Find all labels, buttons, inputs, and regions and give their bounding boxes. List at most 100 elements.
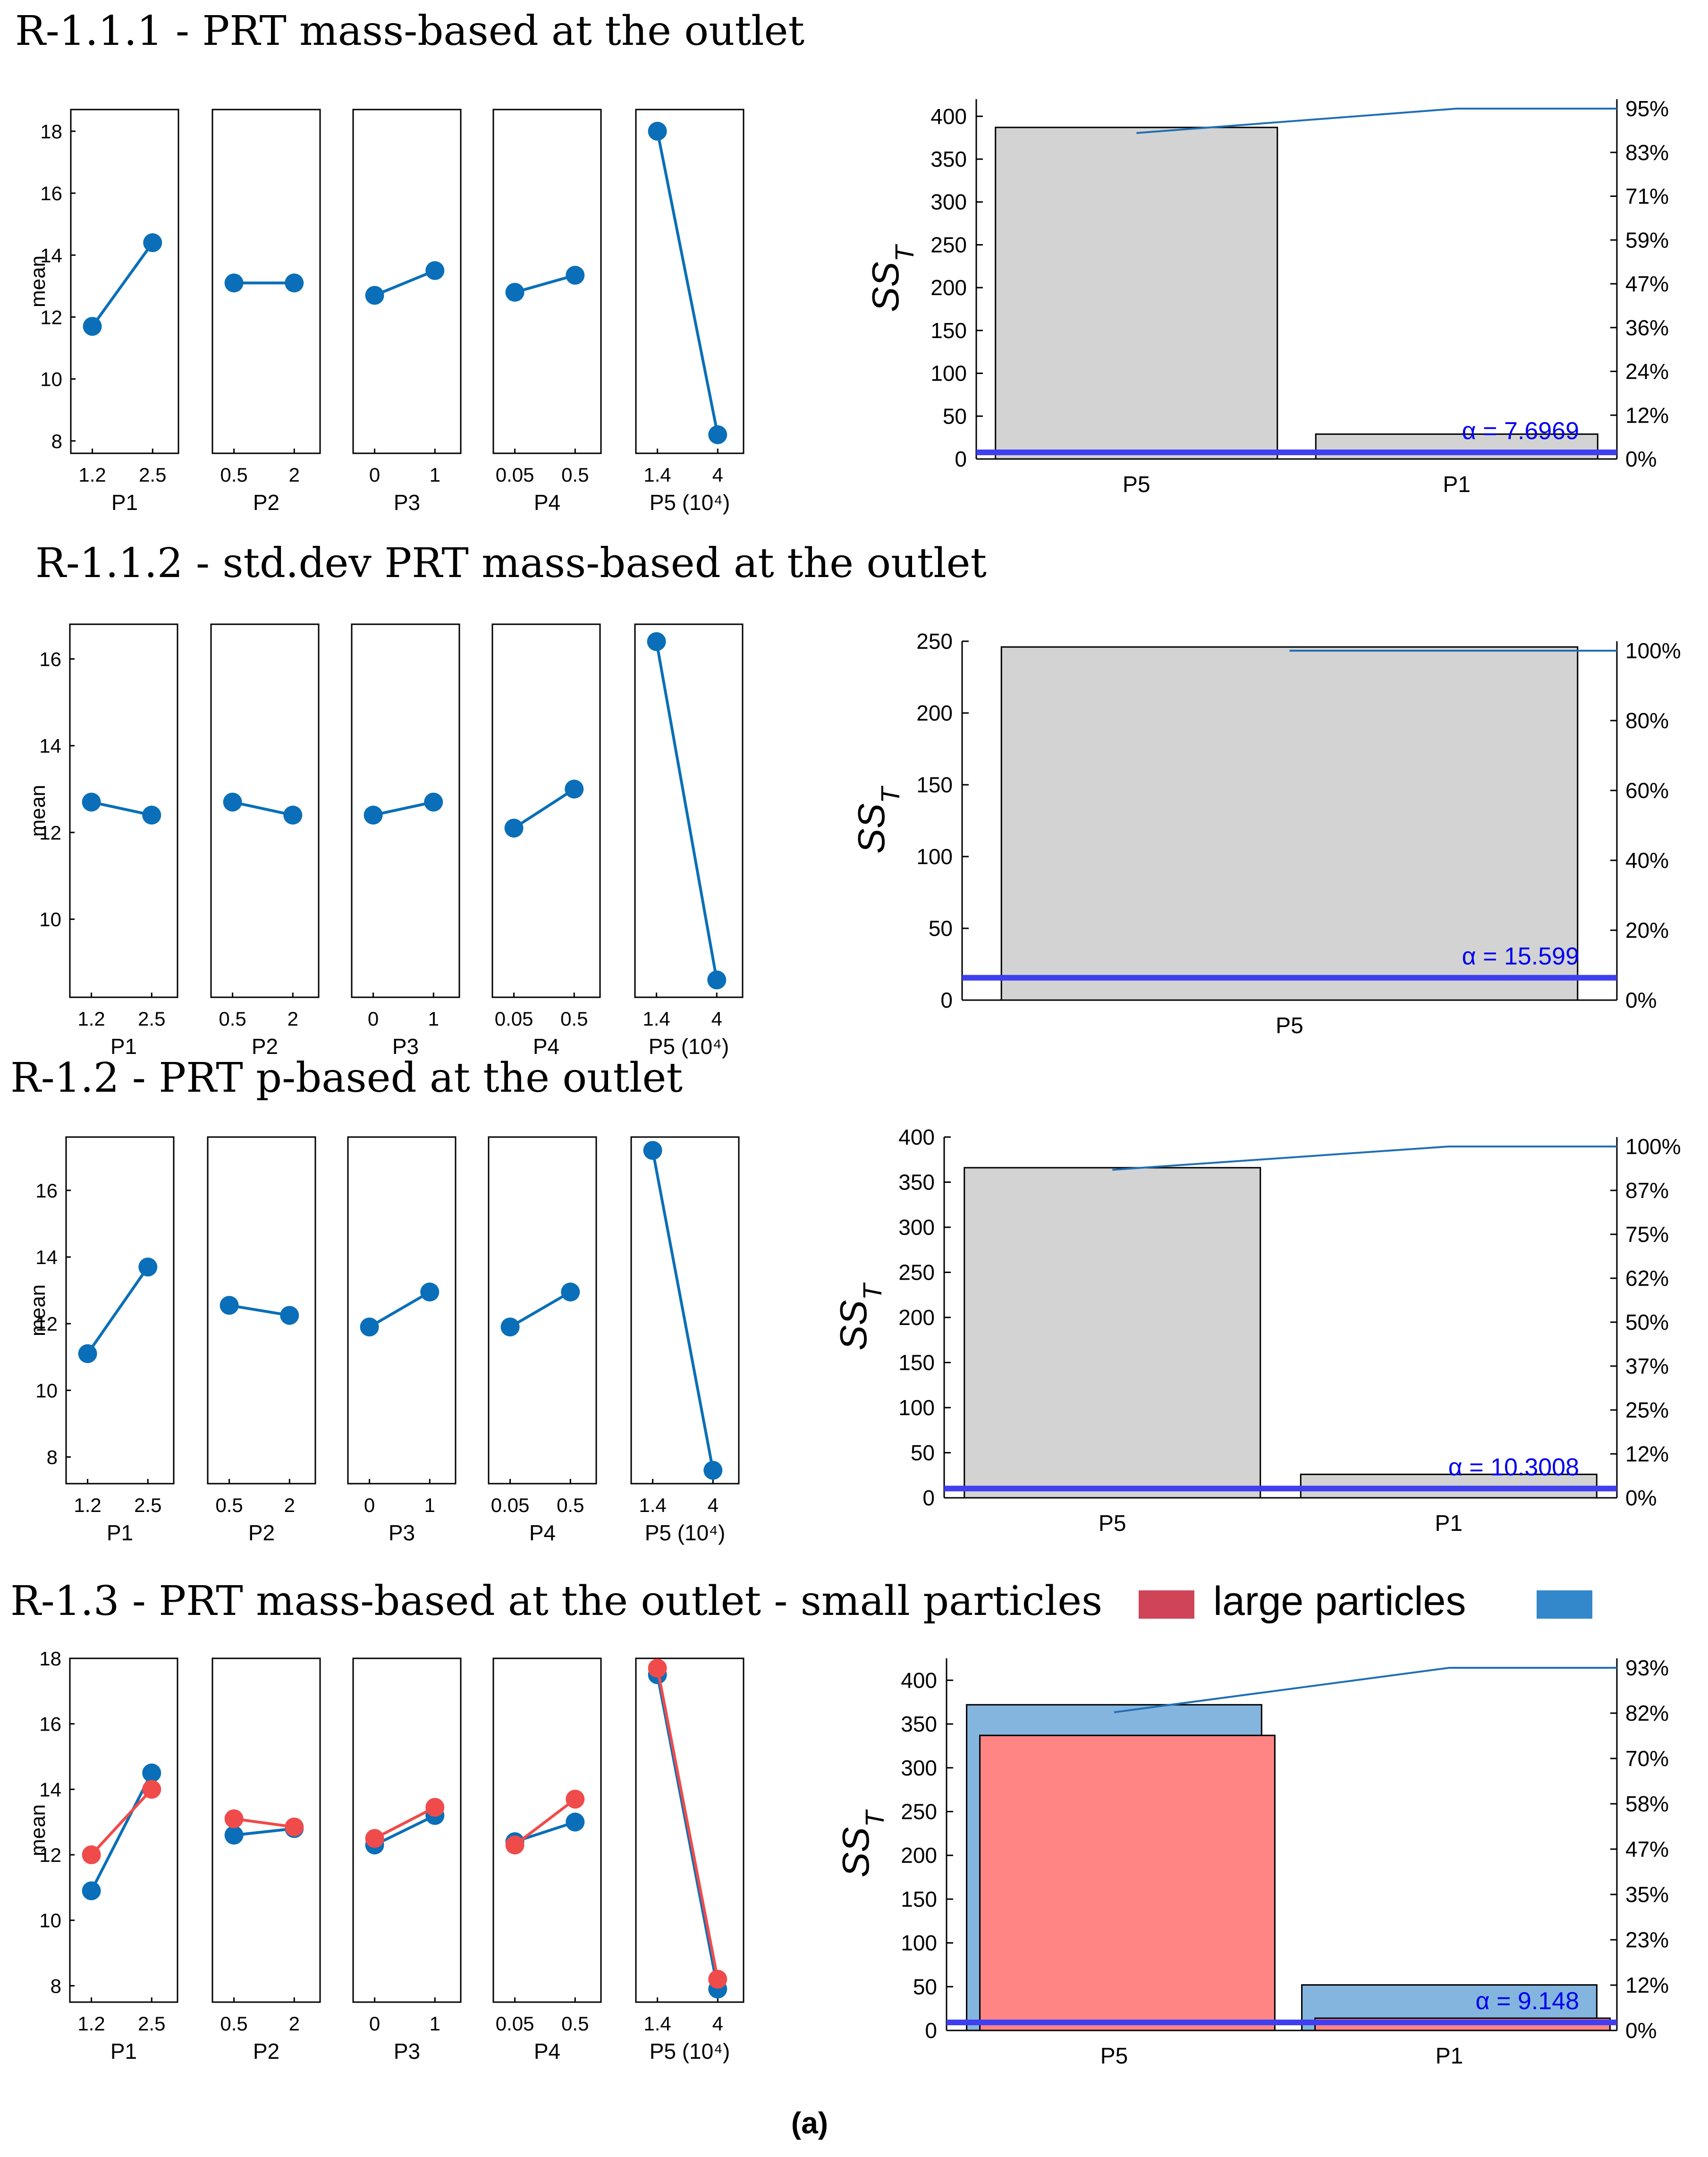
y-axis-label: SST: [832, 1282, 887, 1350]
y-tick-label: 16: [39, 648, 61, 670]
data-point: [142, 806, 161, 825]
legend-swatch-large: [1537, 1590, 1592, 1619]
series-line: [91, 242, 154, 327]
y2-tick-label: 59%: [1625, 228, 1669, 252]
x-tick-label: 1.2: [78, 464, 106, 486]
data-point: [425, 261, 445, 280]
series-line: [513, 788, 575, 830]
data-point: [360, 1317, 379, 1337]
panel-p1: 1.2 2.5P1: [70, 109, 179, 515]
data-point: [82, 792, 101, 812]
y-axis-label: mean: [26, 785, 50, 837]
x-tick-label: 2: [287, 1008, 298, 1030]
panel-frame: [491, 623, 601, 998]
panel-p5: 1.4 4 P5 (10⁴): [635, 1657, 744, 2064]
x-tick-label: 2: [284, 1494, 295, 1516]
data-point: [365, 1829, 384, 1848]
y2-tick-label: 60%: [1625, 778, 1669, 803]
x-axis-label: P5 (10⁴): [650, 2039, 730, 2064]
data-point: [283, 806, 303, 825]
y-tick-label: 10: [35, 1379, 58, 1401]
x-axis-label: P3: [394, 490, 420, 515]
y-tick-label: 10: [39, 1910, 61, 1932]
data-point: [708, 1970, 727, 1989]
x-tick-label: 2.5: [138, 2013, 165, 2035]
panel-p4: 0.05 0.5P4: [492, 1657, 602, 2064]
data-point: [420, 1282, 440, 1302]
x-tick-label: 0: [369, 2013, 380, 2035]
y2-tick-label: 47%: [1625, 272, 1669, 296]
data-point: [561, 1282, 580, 1302]
y-tick-label: 8: [51, 430, 62, 452]
y2-tick-label: 23%: [1625, 1928, 1669, 1952]
y-tick-label: 50: [911, 1441, 935, 1465]
data-point: [500, 1317, 520, 1337]
y-axis-label: SST: [835, 1809, 889, 1877]
x-tick-label: 0.5: [220, 464, 247, 486]
panel-frame: [635, 1657, 744, 2003]
legend-label-large: large particles: [1213, 1579, 1466, 1624]
panel-frame: [211, 109, 321, 454]
data-point: [566, 265, 585, 285]
y2-tick-label: 40%: [1625, 848, 1669, 873]
y-tick-label: 0: [925, 2018, 937, 2043]
y-tick-label: 12: [39, 1844, 61, 1866]
panel-p4: 0.05 0.5P4: [492, 109, 602, 515]
y-tick-label: 8: [47, 1446, 58, 1469]
x-tick-label: 4: [712, 464, 723, 486]
y2-tick-label: 47%: [1625, 1837, 1669, 1861]
y2-tick-label: 82%: [1625, 1701, 1669, 1725]
y-tick-label: 200: [930, 275, 967, 300]
panel-p2: 0.5 2 P2: [210, 623, 320, 1059]
data-point: [224, 273, 244, 293]
panel-p5: 1.4 4 P5 (10⁴): [630, 1136, 740, 1545]
panel-p1: 1.2 2.5P1: [65, 1136, 175, 1545]
x-tick-label: 0.5: [219, 1008, 246, 1030]
x-tick-label: 2.5: [134, 1494, 161, 1516]
y-axis-label: SST: [864, 244, 919, 312]
y2-tick-label: 37%: [1625, 1354, 1669, 1378]
y2-tick-label: 100%: [1625, 1134, 1681, 1159]
y-tick-label: 400: [901, 1668, 937, 1692]
x-tick-label: 1.4: [639, 1494, 666, 1516]
series-line: [656, 1668, 719, 1980]
x-tick-label: 0: [364, 1494, 375, 1516]
row-3: R-1.2 - PRT p-based at the outletmean810…: [10, 1054, 1681, 1545]
y-axis-label: SST: [850, 785, 905, 854]
y-tick-label: 50: [929, 916, 953, 941]
pareto-chart: 0 50 100 150 200 250 300 350 400 0% 12% 23% 35% 47% 58…: [835, 1656, 1669, 2069]
x-tick-label: 0.5: [220, 2013, 247, 2035]
x-tick-label: 4: [712, 2013, 723, 2035]
panel-frame: [69, 623, 178, 998]
y-tick-label: 150: [916, 773, 953, 797]
y-tick-label: 150: [901, 1887, 937, 1911]
data-point: [647, 632, 666, 651]
y-tick-label: 350: [901, 1712, 937, 1736]
panel-frame: [630, 1136, 740, 1485]
x-tick-label: 1.2: [77, 1008, 105, 1030]
data-point: [285, 1817, 304, 1837]
row-title: R-1.1.1 - PRT mass-based at the outlet: [15, 8, 804, 55]
y-tick-label: 400: [930, 104, 967, 128]
y-tick-label: 0: [940, 988, 953, 1012]
x-tick-label: 2.5: [139, 464, 166, 486]
y-tick-label: 10: [40, 368, 62, 391]
series-line: [514, 1798, 576, 1846]
data-point: [504, 818, 524, 838]
y-axis-label-subscript: T: [889, 244, 919, 262]
alpha-label: α = 7.6969: [1462, 417, 1579, 445]
x-tick-label: 0.05: [495, 1008, 533, 1030]
data-point: [505, 1835, 524, 1855]
y-tick-label: 8: [51, 1975, 61, 1997]
panel-p2: 0.5 2 P2: [211, 1657, 321, 2064]
x-tick-label: 0.5: [557, 1494, 584, 1516]
row-1: R-1.1.1 - PRT mass-based at the outlet me…: [15, 8, 1669, 515]
alpha-label: α = 10.3008: [1448, 1453, 1579, 1481]
y-tick-label: 300: [930, 190, 967, 214]
x-axis-label: P1: [107, 1520, 133, 1545]
figure-caption: (a): [791, 2106, 828, 2140]
y-tick-label: 12: [40, 306, 62, 328]
data-point: [224, 1809, 244, 1828]
panel-frame: [211, 1657, 321, 2003]
x-tick-label: 1.4: [643, 2013, 671, 2035]
